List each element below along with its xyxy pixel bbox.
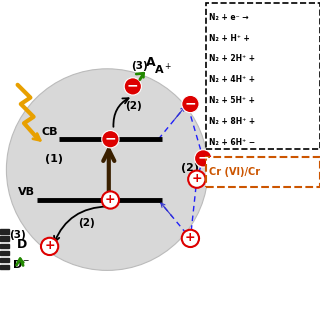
Text: −: −	[105, 132, 116, 146]
Text: −: −	[197, 151, 209, 165]
Text: A: A	[146, 56, 155, 69]
Bar	[0, 229, 9, 234]
Circle shape	[182, 95, 199, 113]
Circle shape	[102, 131, 119, 148]
Text: N₂ + 4H⁺ +: N₂ + 4H⁺ +	[209, 75, 255, 84]
Circle shape	[182, 230, 199, 247]
Text: (3): (3)	[131, 61, 148, 71]
Text: (2): (2)	[181, 163, 199, 173]
Circle shape	[41, 238, 58, 255]
Text: N₂ + H⁺ +: N₂ + H⁺ +	[209, 34, 250, 43]
Text: (3): (3)	[10, 230, 26, 240]
Text: N₂ + 2H⁺ +: N₂ + 2H⁺ +	[209, 54, 255, 63]
Bar	[206, 3, 320, 149]
Text: +: +	[105, 193, 116, 206]
Text: −: −	[185, 96, 196, 110]
Text: D: D	[17, 238, 28, 251]
Text: (2): (2)	[125, 101, 141, 111]
Text: +: +	[44, 239, 55, 252]
Bar	[206, 157, 320, 187]
Text: (2): (2)	[78, 218, 95, 228]
Text: +: +	[185, 231, 196, 244]
Text: (1): (1)	[45, 154, 63, 164]
Text: Cr (VI)/Cr: Cr (VI)/Cr	[209, 167, 260, 177]
Text: D$^-$: D$^-$	[12, 259, 30, 270]
Text: N₂ + 8H⁺ +: N₂ + 8H⁺ +	[209, 117, 255, 126]
Text: N₂ + 6H⁺ −: N₂ + 6H⁺ −	[209, 138, 255, 147]
Text: −: −	[127, 79, 139, 93]
Bar	[0, 258, 9, 262]
Circle shape	[195, 150, 212, 167]
Text: CB: CB	[41, 127, 58, 137]
Circle shape	[6, 69, 208, 270]
Text: N₂ + 5H⁺ +: N₂ + 5H⁺ +	[209, 96, 255, 105]
Text: VB: VB	[18, 188, 35, 197]
Text: N₂ + e⁻ →: N₂ + e⁻ →	[209, 13, 249, 22]
Text: A$^+$: A$^+$	[154, 61, 172, 77]
Bar	[0, 244, 9, 248]
Bar	[0, 251, 9, 255]
Text: +: +	[191, 172, 202, 185]
Bar	[0, 265, 9, 269]
Circle shape	[188, 171, 205, 188]
Circle shape	[124, 78, 141, 95]
Circle shape	[102, 191, 119, 209]
Bar	[0, 236, 9, 241]
